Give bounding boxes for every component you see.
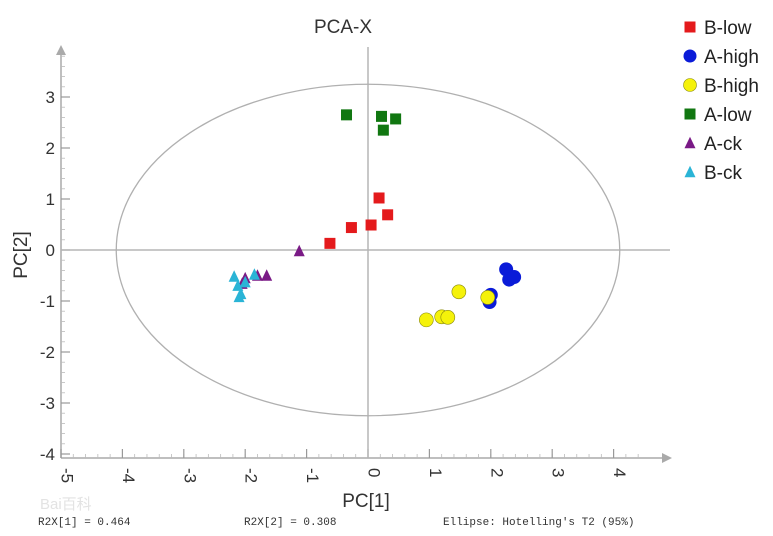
legend-label-b-ck: B-ck bbox=[704, 163, 743, 184]
x-tick-label: -2 bbox=[242, 468, 261, 483]
point-b-low bbox=[324, 237, 336, 249]
legend-marker-b-low bbox=[684, 21, 696, 33]
chart-title: PCA-X bbox=[314, 17, 372, 38]
legend-label-b-low: B-low bbox=[704, 18, 752, 39]
footer-ellipse-note: Ellipse: Hotelling's T2 (95%) bbox=[443, 517, 634, 529]
x-tick-labels: -5 -4 -3 -2 -1 0 1 2 3 4 bbox=[58, 468, 630, 483]
x-tick-label: -5 bbox=[58, 468, 77, 483]
y-tick-labels: -4 -3 -2 -1 0 1 2 3 bbox=[40, 88, 55, 464]
y-tick-label: -3 bbox=[40, 394, 55, 413]
point-a-low bbox=[341, 109, 353, 121]
y-tick-label: -1 bbox=[40, 292, 55, 311]
legend-marker-a-ck bbox=[684, 136, 696, 149]
legend-marker-b-high bbox=[683, 78, 697, 92]
point-a-low bbox=[390, 113, 402, 125]
point-a-low bbox=[376, 110, 388, 122]
legend-marker-a-high bbox=[683, 49, 697, 63]
point-a-high bbox=[507, 270, 522, 285]
point-b-ck bbox=[233, 290, 245, 303]
series-b-low bbox=[324, 192, 394, 249]
x-tick-label: -1 bbox=[303, 468, 322, 483]
legend-label-a-ck: A-ck bbox=[704, 134, 743, 155]
zero-lines bbox=[61, 47, 670, 458]
x-tick-label: 2 bbox=[487, 468, 506, 477]
legend-label-a-high: A-high bbox=[704, 47, 759, 68]
point-b-high bbox=[451, 284, 467, 300]
legend-label-a-low: A-low bbox=[704, 105, 752, 126]
legend-label-b-high: B-high bbox=[704, 76, 759, 97]
x-tick-label: 4 bbox=[610, 468, 629, 477]
point-b-low bbox=[365, 219, 377, 231]
point-a-ck bbox=[261, 269, 273, 281]
point-b-low bbox=[345, 222, 357, 234]
x-axis-title: PC[1] bbox=[342, 491, 390, 512]
y-tick-label: 1 bbox=[46, 190, 55, 209]
footer-r2x2: R2X[2] = 0.308 bbox=[244, 517, 336, 529]
hotelling-ellipse bbox=[115, 83, 621, 417]
y-tick-label: -2 bbox=[40, 343, 55, 362]
y-tick-label: 0 bbox=[46, 241, 55, 260]
y-tick-label: 3 bbox=[46, 88, 55, 107]
legend-item-b-ck: B-ck bbox=[684, 163, 743, 184]
legend-marker-b-ck bbox=[684, 165, 696, 178]
point-b-high bbox=[480, 290, 496, 305]
point-b-high bbox=[419, 312, 434, 328]
x-tick-label: -3 bbox=[180, 468, 199, 483]
x-tick-label: 1 bbox=[426, 468, 445, 477]
legend-item-b-high: B-high bbox=[683, 76, 759, 97]
point-b-ck bbox=[239, 275, 251, 288]
y-axis-arrow bbox=[56, 45, 66, 55]
x-axis-arrow bbox=[662, 453, 672, 463]
legend-item-b-low: B-low bbox=[684, 18, 752, 39]
point-b-low bbox=[382, 209, 394, 221]
legend-item-a-low: A-low bbox=[684, 105, 752, 126]
x-tick-label: -4 bbox=[119, 468, 138, 483]
major-ticks bbox=[60, 96, 615, 458]
point-b-ck bbox=[228, 270, 240, 282]
plot-area bbox=[56, 45, 672, 463]
watermark-logo: Bai百科 bbox=[40, 496, 92, 513]
point-a-ck bbox=[293, 244, 305, 257]
legend-item-a-ck: A-ck bbox=[684, 134, 743, 155]
x-tick-label: 3 bbox=[549, 468, 568, 477]
point-b-low bbox=[373, 192, 385, 204]
legend-item-a-high: A-high bbox=[683, 47, 759, 68]
point-b-high bbox=[440, 310, 456, 325]
point-b-ck bbox=[232, 279, 244, 291]
point-a-low bbox=[377, 124, 389, 136]
x-tick-label: 0 bbox=[365, 468, 384, 477]
series-a-low bbox=[341, 109, 402, 136]
legend-marker-a-low bbox=[684, 108, 696, 120]
series-b-ck bbox=[228, 268, 260, 303]
legend: B-low A-high B-high A-low A-ck B-ck bbox=[683, 18, 759, 184]
data-points bbox=[228, 109, 522, 328]
y-tick-label: -4 bbox=[40, 445, 55, 464]
y-axis-title: PC[2] bbox=[11, 231, 32, 279]
footer-r2x1: R2X[1] = 0.464 bbox=[38, 517, 131, 529]
series-b-high bbox=[419, 284, 496, 328]
point-b-ck bbox=[248, 268, 260, 280]
y-tick-label: 2 bbox=[46, 139, 55, 158]
